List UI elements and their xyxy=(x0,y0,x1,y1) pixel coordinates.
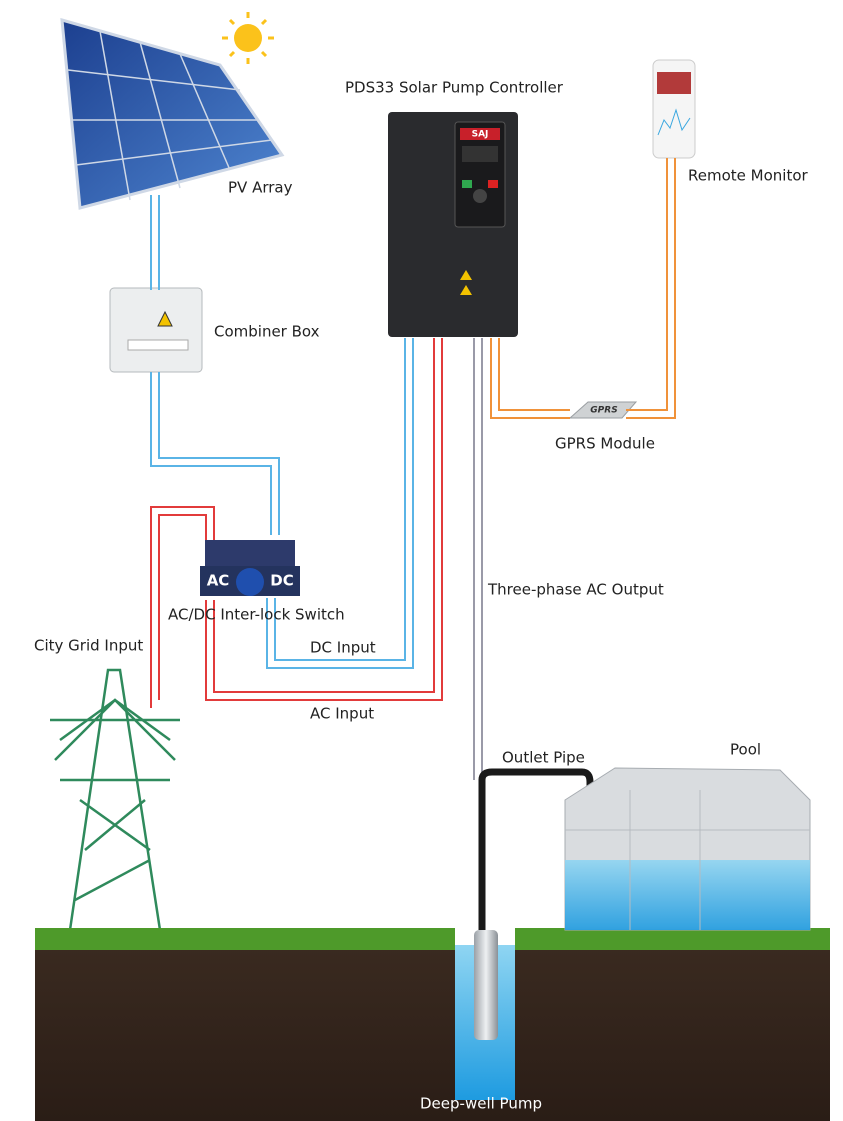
wires-part xyxy=(491,338,570,418)
combiner-box-part xyxy=(110,288,202,372)
controller-part xyxy=(462,180,472,188)
badge: GPRS xyxy=(590,406,617,416)
label: AC/DC Inter-lock Switch xyxy=(168,606,345,624)
pool-part xyxy=(565,860,810,930)
label: PV Array xyxy=(228,179,293,197)
wires-part xyxy=(626,158,675,418)
switch-ac: AC xyxy=(207,572,230,590)
tower xyxy=(50,670,180,930)
interlock-switch-part xyxy=(236,568,264,596)
sun-part-part xyxy=(230,20,234,24)
label: Remote Monitor xyxy=(688,167,808,185)
pump-part xyxy=(474,930,498,1040)
pool xyxy=(565,768,810,930)
combiner-box xyxy=(110,288,202,372)
title: PDS33 Solar Pump Controller xyxy=(345,79,564,97)
phone-part xyxy=(657,72,691,94)
wires-part xyxy=(151,195,159,290)
sun-part-part xyxy=(262,52,266,56)
label: Deep-well Pump xyxy=(420,1095,542,1113)
ground-part xyxy=(35,928,455,950)
ground xyxy=(35,928,830,1121)
controller-part xyxy=(488,180,498,188)
wires-part xyxy=(474,338,482,780)
interlock-switch-part xyxy=(205,540,295,570)
diagram: PV Array Combiner Box SAJ PDS33 Solar Pu… xyxy=(0,0,843,1121)
label: Pool xyxy=(730,741,761,759)
controller: SAJ xyxy=(388,112,518,337)
label: Combiner Box xyxy=(214,323,320,341)
sun-part-part xyxy=(262,20,266,24)
link-label: DC Input xyxy=(310,639,376,657)
tower-part xyxy=(50,700,180,900)
link-label: Outlet Pipe xyxy=(502,749,585,767)
phone xyxy=(653,60,695,158)
tower-part xyxy=(70,670,160,930)
combiner-box-part xyxy=(128,340,188,350)
ground-part xyxy=(515,928,830,950)
brand: SAJ xyxy=(472,130,489,140)
label: City Grid Input xyxy=(34,637,143,655)
switch-dc: DC xyxy=(270,572,293,590)
link-label: Three-phase AC Output xyxy=(487,581,664,599)
sun-part-part xyxy=(230,52,234,56)
sun-part xyxy=(234,24,262,52)
link-label: AC Input xyxy=(310,705,374,723)
controller-part xyxy=(462,146,498,162)
label: GPRS Module xyxy=(555,435,655,453)
interlock-switch: AC DC xyxy=(200,540,300,596)
controller-part xyxy=(473,189,487,203)
sun xyxy=(222,12,274,64)
